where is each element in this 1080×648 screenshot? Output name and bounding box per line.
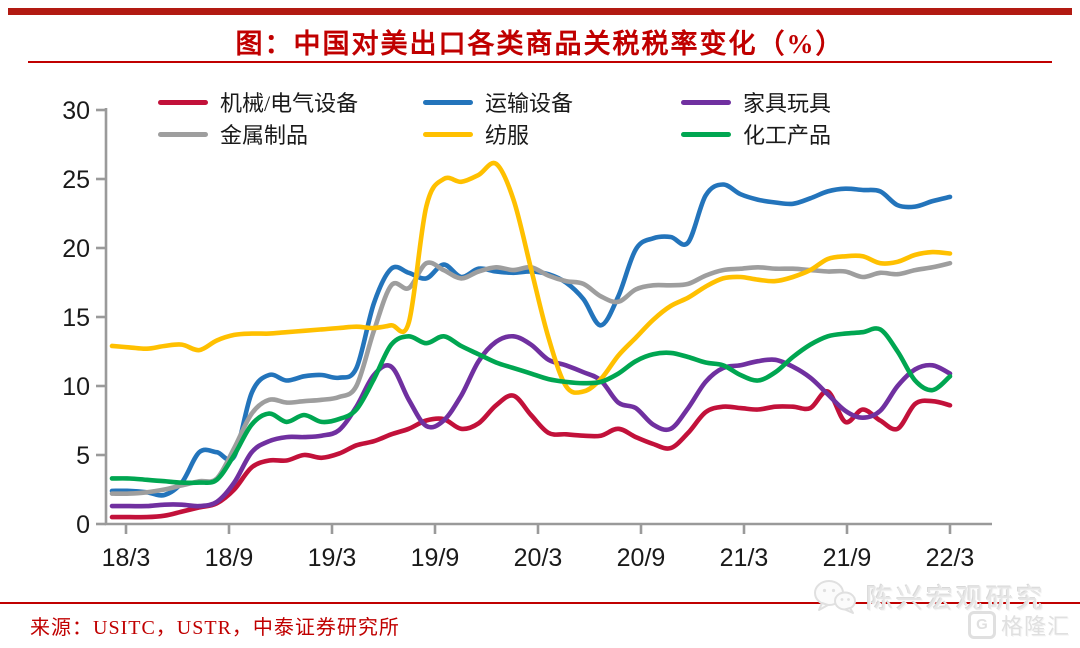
legend-item: 家具玩具 [681,88,831,116]
x-axis-label: 19/9 [411,544,460,572]
watermark: 陈兴宏观研究 [812,577,1046,616]
top-accent-bar [8,8,1072,15]
series-line-机械/电气设备 [109,389,953,520]
y-axis-label: 5 [76,442,90,470]
legend-item: 运输设备 [423,88,681,116]
legend-item: 金属制品 [158,120,423,148]
legend-item: 化工产品 [681,120,831,148]
chart-title: 图：中国对美出口各类商品关税税率变化（%） [235,29,845,59]
legend-swatch-化工产品 [681,131,731,137]
source-note: 来源：USITC，USTR，中泰证券研究所 [30,617,400,639]
x-axis-label: 22/3 [926,544,975,572]
y-axis-label: 0 [76,511,90,539]
y-axis-label: 15 [62,304,90,332]
series-line-家具玩具 [109,333,953,509]
y-axis-label: 25 [62,166,90,194]
wechat-icon [814,579,856,614]
legend-label: 运输设备 [485,91,574,116]
footer-divider [0,602,1080,604]
axes [104,108,992,526]
y-axis-label: 30 [62,97,90,125]
x-axis-label: 21/3 [720,544,769,572]
legend-label: 纺服 [485,123,530,148]
series-line-金属制品 [109,260,953,497]
gelonghui-logo: G 格隆汇 [967,609,1070,641]
legend-swatch-家具玩具 [681,99,731,105]
legend-label: 化工产品 [743,123,832,148]
series-line-化工产品 [109,326,953,486]
watermark-text: 陈兴宏观研究 [866,584,1046,614]
legend-swatch-运输设备 [423,99,473,105]
legend-item: 纺服 [423,120,681,148]
legend-item: 机械/电气设备 [158,88,423,116]
gelonghui-g-icon: G [967,611,996,639]
legend-swatch-纺服 [423,131,473,137]
legend-label: 家具玩具 [743,91,832,116]
legend-swatch-机械/电气设备 [158,99,208,105]
x-axis-label: 20/9 [617,544,666,572]
chart-legend: 机械/电气设备 运输设备 家具玩具金属制品 纺服 化工产品 [158,88,831,148]
x-axis-label: 18/3 [102,544,151,572]
x-axis-label: 18/9 [205,544,254,572]
legend-swatch-金属制品 [158,131,208,137]
legend-label: 机械/电气设备 [220,91,359,116]
title-underline [28,61,1052,63]
gelonghui-logo-text: 格隆汇 [1000,614,1070,639]
series-line-纺服 [109,160,953,395]
x-axis-label: 20/3 [514,544,563,572]
x-axis-label: 21/9 [823,544,872,572]
x-axis-label: 19/3 [308,544,357,572]
y-axis-label: 10 [62,373,90,401]
y-axis-label: 20 [62,235,90,263]
legend-label: 金属制品 [220,123,309,148]
